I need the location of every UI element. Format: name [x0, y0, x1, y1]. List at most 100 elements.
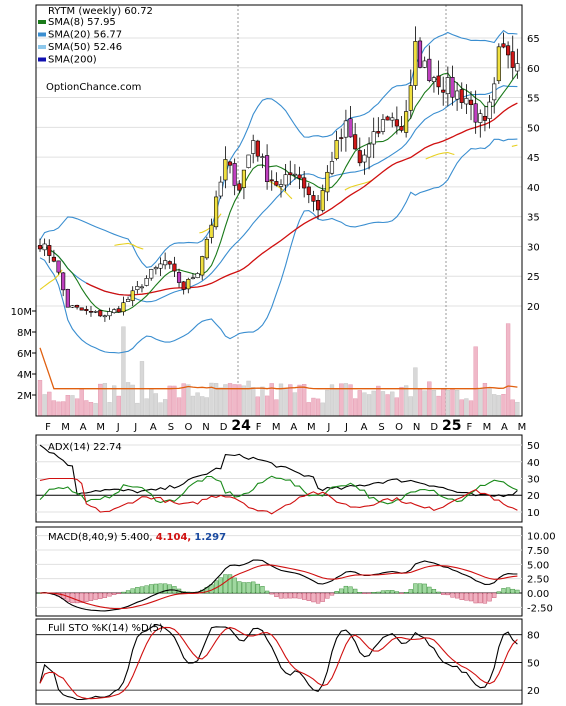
candle-body	[163, 260, 168, 266]
macd-histogram-bar	[320, 592, 325, 602]
volume-axis: 2M 4M 6M 8M 10M	[11, 307, 36, 402]
x-tick-label: A	[290, 422, 297, 433]
volume-bar	[385, 394, 390, 417]
macd-histogram-bar	[227, 574, 233, 594]
volume-bar	[380, 391, 386, 417]
macd-tick-label: 7.50	[527, 546, 549, 557]
macd-histogram-bar	[390, 590, 395, 594]
volume-bar	[413, 367, 418, 417]
macd-histogram-bar	[130, 588, 135, 594]
volume-bar	[51, 400, 57, 417]
macd-histogram-bar	[376, 591, 381, 594]
volume-bar	[445, 389, 450, 417]
macd-histogram-bar	[394, 591, 400, 594]
macd-histogram-bar	[223, 574, 228, 594]
sto-tick-label: 50	[527, 658, 540, 669]
adx-tick-label: 50	[527, 441, 540, 452]
x-tick-label: A	[501, 422, 508, 433]
macd-histogram-bar	[84, 592, 89, 602]
macd-histogram-bar	[362, 592, 367, 594]
volume-bar	[487, 388, 492, 417]
sto-tick-label: 80	[527, 631, 540, 642]
volume-bar	[399, 386, 404, 417]
x-tick-label: M	[518, 422, 527, 433]
candle-body	[422, 60, 427, 68]
x-tick-label: O	[395, 422, 403, 433]
candle-body	[149, 269, 154, 279]
adx-tick-label: 10	[527, 508, 540, 519]
candle-body	[37, 245, 43, 250]
candle-body	[255, 140, 260, 157]
candle-body	[478, 113, 483, 123]
macd-histogram-bar	[325, 592, 330, 599]
candle-body	[269, 179, 274, 182]
volume-bar	[176, 397, 182, 417]
candle-body	[468, 99, 474, 106]
legend-swatch	[38, 20, 46, 24]
macd-histogram-bar	[482, 592, 488, 604]
volume-bar	[144, 398, 149, 417]
candle-body	[482, 115, 487, 121]
macd-histogram-value: 1.297	[194, 532, 226, 543]
macd-histogram-bar	[107, 592, 112, 597]
x-tick-label: M	[272, 422, 281, 433]
candle-body	[274, 181, 279, 186]
candle-body	[278, 184, 284, 187]
volume-bar	[283, 387, 288, 417]
volume-tick-label: 2M	[17, 391, 32, 402]
candle-body	[394, 119, 399, 127]
candle-body	[130, 290, 135, 301]
macd-histogram-bar	[371, 592, 376, 594]
volume-bar	[492, 394, 497, 417]
candle-body	[218, 181, 223, 197]
candle-body	[227, 161, 233, 166]
macd-histogram-bar	[98, 592, 103, 599]
macd-histogram-bar	[93, 592, 98, 600]
legend-swatch	[38, 45, 46, 49]
macd-tick-label: 5.00	[527, 560, 549, 571]
volume-bar	[478, 388, 483, 417]
candle-body	[107, 311, 112, 317]
macd-signal-value: 4.104,	[156, 532, 191, 543]
watermark: OptionChance.com	[46, 82, 141, 93]
macd-histogram-bar	[385, 590, 390, 594]
price-tick-label: 35	[527, 213, 540, 224]
candle-body	[246, 154, 251, 168]
volume-bar	[158, 402, 163, 417]
volume-bar	[88, 401, 94, 417]
candle-body	[408, 85, 413, 111]
macd-histogram-bar	[315, 592, 321, 604]
macd-histogram-bar	[121, 591, 126, 594]
volume-bar	[112, 385, 117, 417]
candle-body	[70, 305, 75, 308]
volume-bar	[450, 388, 455, 417]
candle-body	[84, 308, 89, 312]
candle-body	[316, 200, 321, 211]
volume-bar	[427, 381, 432, 417]
candle-body	[385, 116, 390, 121]
candle-body	[265, 155, 270, 182]
sto-tick-label: 20	[527, 686, 540, 697]
legend-swatch	[38, 32, 46, 37]
x-tick-label: A	[150, 422, 157, 433]
x-tick-label: M	[61, 422, 70, 433]
legend-swatch	[38, 57, 46, 62]
candle-body	[441, 89, 446, 93]
macd-histogram-bar	[464, 592, 469, 601]
macd-histogram-bar	[144, 585, 149, 594]
sma200-line	[86, 102, 518, 296]
volume-bar	[408, 396, 413, 417]
macd-histogram-bar	[153, 583, 159, 594]
macd-histogram-bar	[79, 592, 84, 603]
volume-bar	[61, 401, 66, 417]
macd-histogram-bar	[431, 588, 437, 594]
candle-body	[431, 77, 437, 82]
candle-body	[204, 239, 209, 259]
candle-body	[167, 261, 172, 265]
volume-bar	[422, 390, 427, 417]
macd-histogram-bar	[348, 586, 353, 594]
x-tick-label: D	[430, 422, 438, 433]
x-tick-label: A	[80, 422, 87, 433]
adx-line	[39, 444, 518, 498]
candle-body	[459, 89, 464, 103]
